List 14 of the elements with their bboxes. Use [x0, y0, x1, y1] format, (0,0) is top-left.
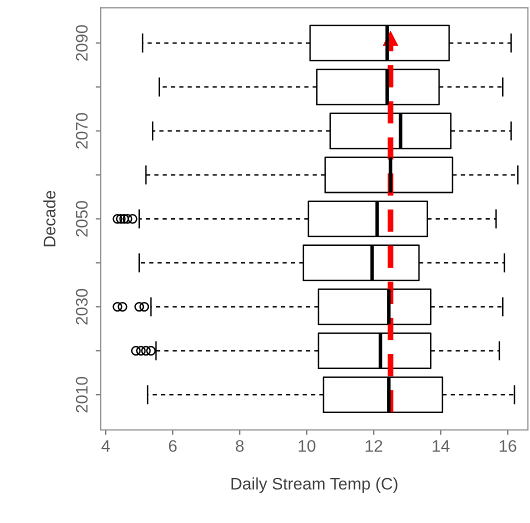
x-tick-label: 8: [236, 440, 244, 452]
y-tick-label: 2070: [76, 113, 88, 149]
x-tick-label: 14: [432, 440, 450, 452]
x-axis-title: Daily Stream Temp (C): [232, 477, 398, 493]
y-tick-label: 2050: [76, 200, 88, 237]
x-tick-label: 6: [168, 440, 177, 452]
x-tick-label: 12: [366, 440, 382, 452]
y-axis-title: Decade: [43, 190, 56, 246]
y-tick-label: 2090: [76, 25, 88, 61]
x-tick-label: 4: [101, 440, 110, 452]
x-tick-label: 16: [500, 440, 516, 452]
y-tick-label: 2010: [76, 376, 88, 412]
y-tick-label: 2030: [76, 288, 88, 325]
x-tick-label: 10: [298, 440, 316, 452]
